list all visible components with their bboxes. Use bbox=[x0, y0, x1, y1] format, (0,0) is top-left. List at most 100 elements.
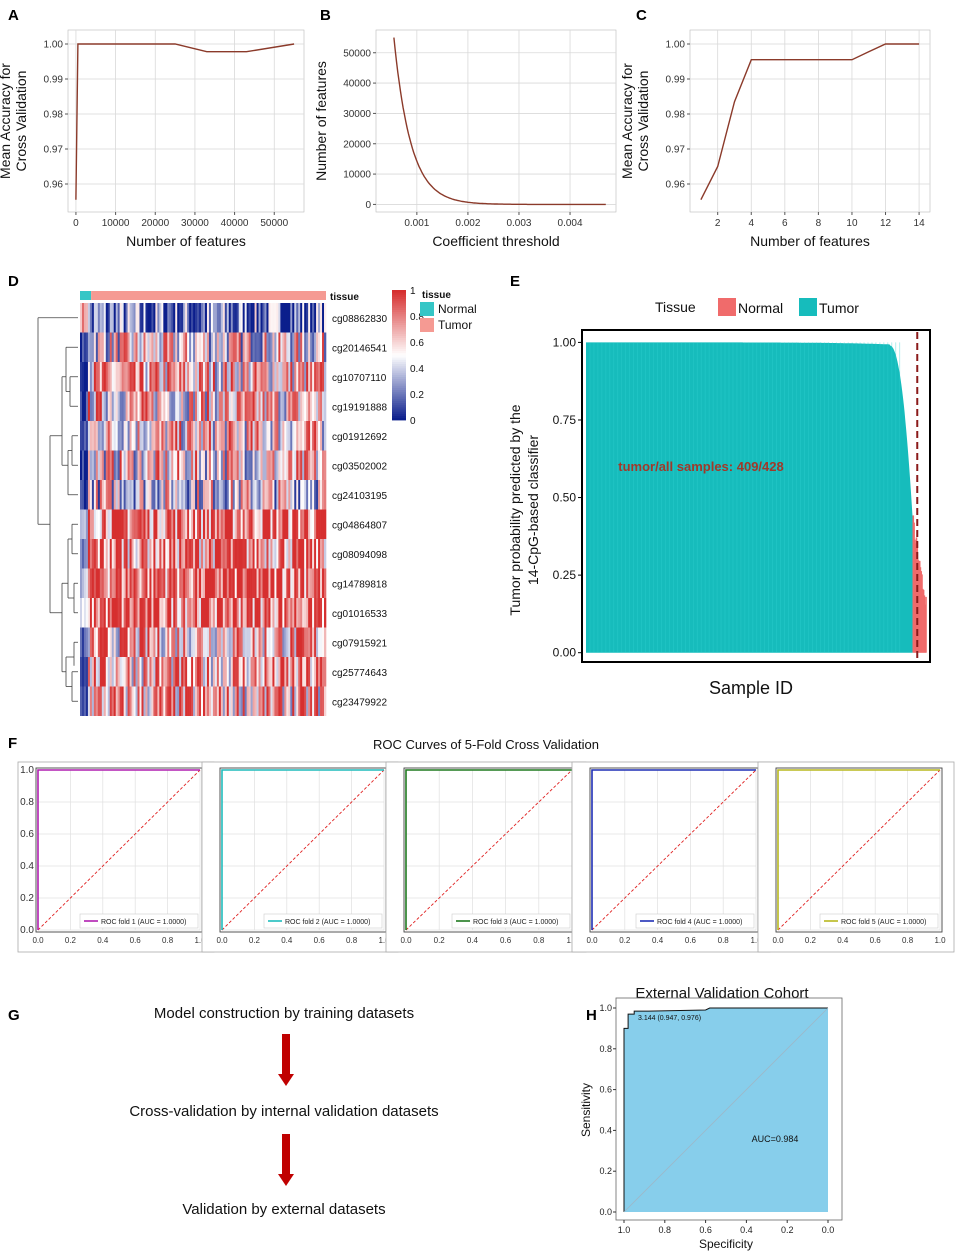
heatmap-cell bbox=[165, 627, 168, 657]
heatmap-cell bbox=[266, 362, 269, 392]
panel-f-charts: ROC Curves of 5-Fold Cross Validation0.0… bbox=[17, 737, 955, 953]
colorbar-step bbox=[392, 318, 406, 321]
heatmap-cell bbox=[322, 568, 325, 598]
heatmap-cell bbox=[177, 598, 180, 628]
heatmap-cell bbox=[111, 362, 115, 392]
heatmap-cell bbox=[115, 509, 118, 539]
heatmap-cell bbox=[195, 450, 198, 480]
heatmap-cell bbox=[187, 686, 190, 716]
heatmap-cell bbox=[246, 303, 249, 333]
heatmap-cell bbox=[244, 539, 247, 569]
heatmap-cell bbox=[258, 303, 261, 333]
heatmap-cell bbox=[103, 509, 107, 539]
heatmap-cell bbox=[270, 568, 273, 598]
heatmap-cell bbox=[236, 421, 240, 451]
heatmap-cell bbox=[179, 391, 182, 421]
heatmap-cell bbox=[252, 627, 255, 657]
heatmap-cell bbox=[320, 450, 323, 480]
heatmap-cell bbox=[137, 627, 140, 657]
heatmap-cell bbox=[232, 332, 236, 362]
heatmap-cell bbox=[308, 332, 311, 362]
heatmap-cell bbox=[183, 480, 186, 510]
heatmap-cell bbox=[236, 303, 240, 333]
heatmap-cell bbox=[230, 303, 234, 333]
heatmap-cell bbox=[143, 627, 146, 657]
heatmap-cell bbox=[177, 480, 180, 510]
heatmap-cell bbox=[220, 568, 224, 598]
heatmap-cell bbox=[123, 480, 126, 510]
heatmap-cell bbox=[201, 598, 204, 628]
x-tick-label: 0.2 bbox=[619, 936, 631, 945]
heatmap-cell bbox=[220, 686, 224, 716]
chance-diagonal bbox=[623, 1007, 829, 1213]
heatmap-cell bbox=[81, 598, 85, 628]
heatmap-cell bbox=[95, 686, 99, 716]
heatmap-cell bbox=[308, 539, 311, 569]
heatmap-cell bbox=[302, 362, 305, 392]
heatmap-cell bbox=[171, 303, 174, 333]
heatmap-cell bbox=[177, 450, 180, 480]
heatmap-cell bbox=[117, 568, 120, 598]
heatmap-cell bbox=[83, 303, 87, 333]
heatmap-cell bbox=[151, 332, 154, 362]
heatmap-cell bbox=[97, 598, 101, 628]
heatmap-cell bbox=[308, 657, 311, 687]
heatmap-cell bbox=[270, 686, 273, 716]
heatmap-cell bbox=[165, 539, 168, 569]
heatmap-cell bbox=[95, 539, 99, 569]
heatmap-cell bbox=[125, 480, 128, 510]
heatmap-cell bbox=[280, 657, 283, 687]
heatmap-cell bbox=[260, 509, 263, 539]
x-tick-label: 40000 bbox=[221, 218, 249, 229]
heatmap-cell bbox=[143, 568, 146, 598]
heatmap-cell bbox=[101, 450, 105, 480]
heatmap-cell bbox=[179, 303, 182, 333]
heatmap-cell bbox=[212, 509, 216, 539]
y-tick-label: 1.0 bbox=[20, 765, 34, 776]
heatmap-cell bbox=[117, 598, 120, 628]
heatmap-cell bbox=[95, 421, 99, 451]
heatmap-cell bbox=[155, 627, 158, 657]
heatmap-cell bbox=[123, 332, 126, 362]
heatmap-cell bbox=[191, 421, 194, 451]
heatmap-cell bbox=[81, 362, 85, 392]
y-tick-label: 1.0 bbox=[599, 1003, 612, 1013]
heatmap-cell bbox=[163, 450, 166, 480]
heatmap-cell bbox=[167, 539, 170, 569]
heatmap-cell bbox=[322, 362, 325, 392]
heatmap-cell bbox=[218, 598, 222, 628]
heatmap-cell bbox=[199, 480, 202, 510]
heatmap-cell bbox=[89, 480, 93, 510]
heatmap-cell bbox=[155, 391, 158, 421]
heatmap-cell bbox=[322, 450, 325, 480]
heatmap-cell bbox=[117, 657, 120, 687]
y-tick-label: 1.00 bbox=[553, 335, 577, 349]
heatmap-cell bbox=[101, 480, 105, 510]
heatmap-cell bbox=[226, 686, 230, 716]
heatmap-cell bbox=[145, 568, 148, 598]
y-tick-label: 0.97 bbox=[666, 145, 686, 156]
heatmap-cell bbox=[121, 627, 124, 657]
heatmap-cell bbox=[230, 598, 234, 628]
heatmap-cell bbox=[85, 627, 89, 657]
heatmap-cell bbox=[191, 598, 194, 628]
heatmap-cell bbox=[171, 450, 174, 480]
heatmap-cell bbox=[312, 362, 315, 392]
heatmap-cell bbox=[266, 568, 269, 598]
heatmap-cell bbox=[143, 303, 146, 333]
heatmap-cell bbox=[284, 450, 287, 480]
heatmap-cell bbox=[238, 509, 241, 539]
heatmap-cell bbox=[155, 303, 158, 333]
heatmap-cell bbox=[206, 568, 210, 598]
colorbar-step bbox=[392, 355, 406, 358]
heatmap-cell bbox=[226, 362, 230, 392]
heatmap-cell bbox=[286, 362, 289, 392]
roc-curve bbox=[623, 1007, 828, 1212]
heatmap-cell bbox=[109, 539, 113, 569]
heatmap-cell bbox=[191, 391, 194, 421]
heatmap-cell bbox=[302, 480, 305, 510]
y-tick-label: 0.2 bbox=[599, 1166, 612, 1176]
heatmap-cell bbox=[95, 332, 99, 362]
heatmap-cell bbox=[226, 450, 230, 480]
heatmap-cell bbox=[250, 539, 253, 569]
